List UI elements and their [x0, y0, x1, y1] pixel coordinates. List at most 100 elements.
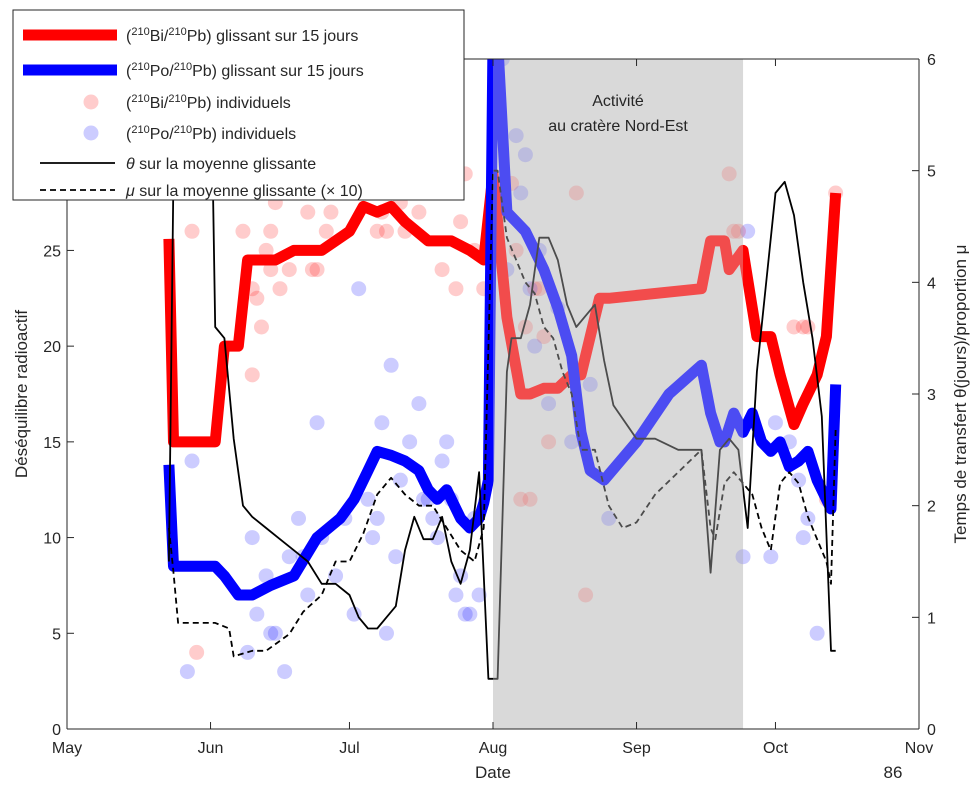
scatter-point-bi	[795, 319, 811, 335]
scatter-point-po	[411, 396, 427, 412]
y-right-tick-label: 1	[927, 610, 936, 627]
scatter-point-po	[462, 606, 478, 622]
scatter-point-bi	[263, 262, 279, 278]
scatter-point-po	[791, 472, 807, 488]
scatter-point-bi	[434, 262, 450, 278]
x-tick-label: May	[52, 740, 82, 757]
scatter-point-po	[383, 357, 399, 373]
scatter-point-po	[439, 434, 455, 450]
y-left-axis-label: Déséquilibre radioactif	[12, 310, 31, 478]
y-left-tick-label: 10	[43, 531, 61, 548]
scatter-point-po	[291, 510, 307, 526]
legend-label: μ sur la moyenne glissante (× 10)	[125, 183, 363, 200]
scatter-point-bi	[379, 223, 394, 239]
scatter-point-bi	[568, 185, 584, 201]
scatter-point-bi	[318, 223, 334, 239]
x-tick-label: Jun	[198, 740, 224, 757]
x-axis-label: Date	[475, 763, 511, 782]
scatter-point-po	[351, 281, 367, 297]
scatter-point-bi	[189, 644, 205, 660]
scatter-point-bi	[281, 262, 297, 278]
series-lines	[163, 59, 842, 729]
scatter-point-po	[369, 510, 385, 526]
scatter-point-bi	[541, 434, 557, 450]
scatter-point-po	[809, 625, 825, 641]
annotation: Activité au cratère Nord-Est	[548, 93, 688, 135]
activity-label-line: Activité	[592, 93, 644, 110]
scatter-point-bi	[309, 262, 325, 278]
scatter-point-po	[767, 415, 783, 431]
scatter-point-po	[457, 606, 473, 622]
scatter-point-bi	[304, 262, 320, 278]
scatter-point-bi	[411, 204, 427, 220]
theta-line	[168, 59, 836, 680]
y-right-tick-label: 3	[927, 387, 936, 404]
scatter-point-po	[448, 587, 464, 603]
year-label: 86	[884, 763, 903, 782]
scatter-point-bi	[578, 587, 594, 603]
scatter-point-bi	[258, 242, 274, 258]
scatter-point-bi	[522, 491, 538, 507]
scatter-point-po	[263, 625, 279, 641]
scatter-point-po	[374, 415, 390, 431]
scatter-point-bi	[513, 491, 529, 507]
scatter-point-po	[564, 434, 580, 450]
scatter-point-bi	[517, 319, 533, 335]
scatter-point-po	[740, 223, 756, 239]
scatter-point-bi	[323, 204, 339, 220]
scatter-point-bi	[369, 223, 385, 239]
y-right-axis-label: Temps de transfert θ(jours)/proportion μ	[951, 245, 970, 544]
scatter-point-bi	[272, 281, 288, 297]
scatter-point-po	[471, 587, 487, 603]
legend: (210Bi/210Pb) glissant sur 15 jours (210P…	[12, 9, 465, 201]
scatter-point-po	[277, 664, 293, 680]
scatter-point-bi	[184, 223, 200, 239]
scatter-point-bi	[448, 281, 464, 297]
y-right-tick-label: 0	[927, 722, 936, 739]
legend-swatch-dot	[83, 125, 99, 141]
y-left-tick-label: 0	[52, 722, 61, 739]
x-tick-label: Oct	[763, 740, 788, 757]
x-tick-label: Aug	[479, 740, 507, 757]
y-left-tick-label: 20	[43, 339, 61, 356]
scatter-point-bi	[730, 223, 746, 239]
scatter-point-bi	[531, 281, 547, 297]
scatter-point-po	[328, 568, 344, 584]
legend-label: (210Po/210Pb) individuels	[126, 124, 296, 143]
scatter-point-bi	[244, 367, 260, 383]
scatter-point-bi	[253, 319, 269, 335]
x-tick-label: Nov	[905, 740, 933, 757]
scatter-point-bi	[721, 166, 737, 182]
legend-box	[12, 9, 465, 201]
bi-moving-average-line	[163, 168, 842, 448]
scatter-point-bi	[800, 319, 816, 335]
scatter-point-po	[379, 625, 394, 641]
y-left-tick-label: 5	[52, 626, 61, 643]
scatter-point-po	[425, 510, 441, 526]
scatter-point-bi	[300, 204, 316, 220]
legend-label: θ sur la moyenne glissante	[126, 156, 316, 173]
mu-line	[168, 169, 837, 658]
legend-label: (210Bi/210Pb) glissant sur 15 jours	[126, 26, 358, 45]
scatter-point-po	[360, 491, 376, 507]
y-left-tick-label: 15	[43, 435, 61, 452]
y-left-tick-label: 25	[43, 243, 61, 260]
scatter-point-bi	[235, 223, 251, 239]
scatter-point-po	[508, 128, 524, 144]
scatter-point-po	[179, 664, 195, 680]
po-moving-average-line	[163, 59, 842, 601]
activity-region-overlay	[493, 59, 744, 729]
scatter-point-bi	[786, 319, 802, 335]
scatter-point-po	[527, 338, 543, 354]
y-right-tick-label: 5	[927, 164, 936, 181]
scatter-point-po	[309, 415, 325, 431]
scatter-point-po	[601, 510, 617, 526]
scatter-point-po	[244, 530, 260, 546]
scatter-point-bi	[249, 290, 265, 306]
y-right-tick-label: 2	[927, 499, 936, 516]
scatter-point-bi	[508, 242, 524, 258]
scatter-point-po	[346, 606, 362, 622]
scatter-point-po	[300, 587, 316, 603]
scatter-point-po	[541, 396, 557, 412]
scatter-point-po	[388, 549, 404, 565]
